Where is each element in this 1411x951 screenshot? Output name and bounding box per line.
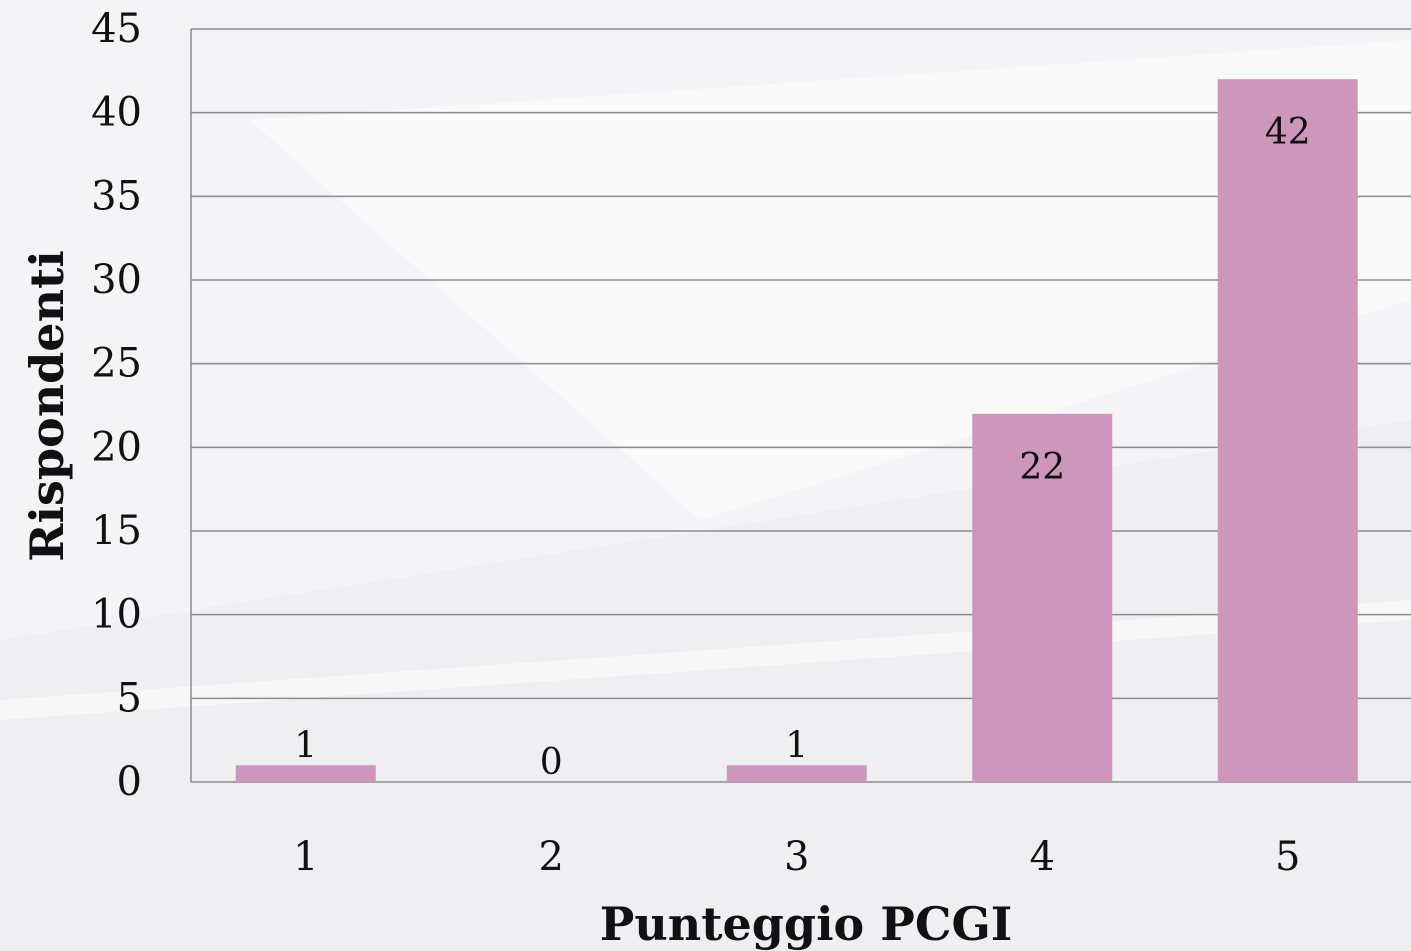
x-tick-label: 1 [293, 834, 318, 880]
gridlines [190, 28, 1411, 783]
data-labels: 1 0 1 22 42 [294, 112, 1310, 783]
bar-3 [726, 765, 867, 782]
y-tick-label: 10 [91, 592, 142, 638]
y-tick-label: 5 [117, 675, 142, 721]
y-tick-label: 35 [91, 173, 142, 219]
bar-5 [1217, 79, 1358, 782]
data-label: 42 [1265, 112, 1311, 153]
y-axis-ticks: 0 5 10 15 20 25 30 35 40 45 [91, 6, 142, 805]
data-label: 22 [1019, 447, 1065, 488]
y-tick-label: 25 [91, 341, 142, 387]
data-label: 0 [540, 742, 563, 783]
y-tick-label: 40 [91, 90, 142, 136]
y-tick-label: 30 [91, 257, 142, 303]
bar-1 [235, 765, 376, 782]
data-label: 1 [785, 725, 808, 766]
y-tick-label: 45 [91, 6, 142, 52]
x-axis-ticks: 1 2 3 4 5 [293, 834, 1300, 880]
x-tick-label: 5 [1275, 834, 1300, 880]
x-axis-title: Punteggio PCGI [600, 897, 1013, 951]
x-tick-label: 4 [1030, 834, 1055, 880]
data-label: 1 [294, 725, 317, 766]
y-tick-label: 20 [91, 424, 142, 470]
bars [235, 79, 1358, 782]
y-tick-label: 15 [91, 508, 142, 554]
x-tick-label: 2 [539, 834, 564, 880]
bar-4 [972, 413, 1113, 782]
y-tick-label: 0 [117, 759, 142, 805]
y-axis-title: Rispondenti [20, 250, 74, 562]
x-tick-label: 3 [784, 834, 809, 880]
